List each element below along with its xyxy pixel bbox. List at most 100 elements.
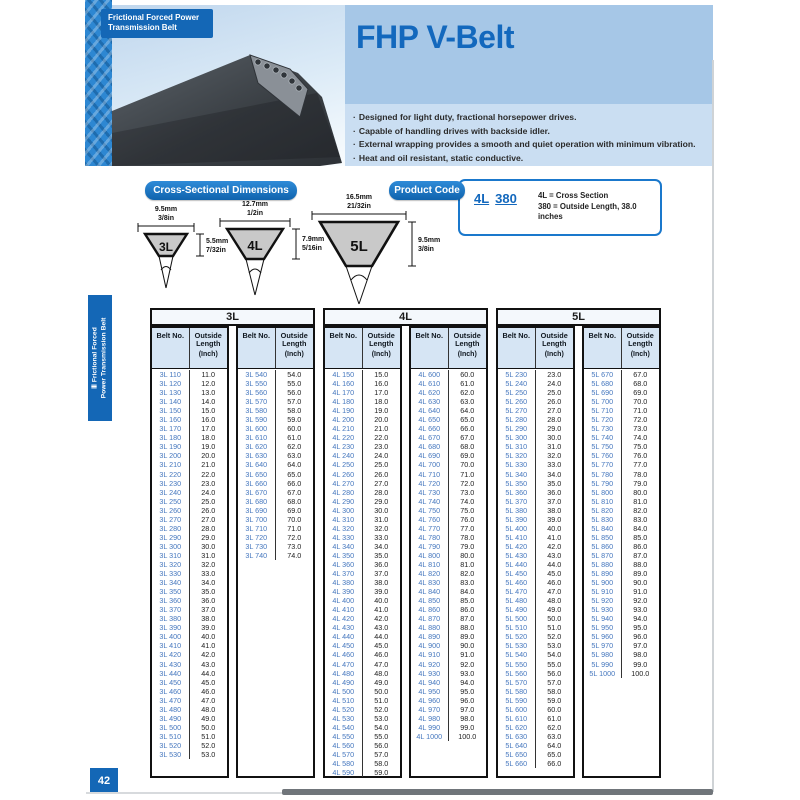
table-row: 4L 230 23.0 [325, 442, 400, 452]
table-row: 3L 710 71.0 [238, 523, 313, 533]
table-row: 5L 410 41.0 [498, 532, 573, 542]
table-row: 3L 360 36.0 [152, 596, 227, 606]
table-row: 4L 400 40.0 [325, 596, 400, 606]
table-row: 5L 980 98.0 [584, 650, 659, 660]
table-row: 3L 430 43.0 [152, 659, 227, 669]
belt-no-cell: 5L 870 [584, 550, 622, 560]
outside-length-cell: 51.0 [374, 695, 389, 705]
outside-length-cell: 25.0 [374, 460, 389, 470]
belt-no-cell: 4L 760 [411, 514, 449, 524]
outside-length-cell: 54.0 [547, 650, 562, 660]
table-row: 4L 790 79.0 [411, 541, 486, 551]
col-header-outside-length: Outside Length [367, 331, 395, 349]
table-row: 4L 920 92.0 [411, 659, 486, 669]
belt-no-cell: 4L 310 [325, 514, 363, 524]
belt-no-cell: 4L 400 [325, 596, 363, 606]
belt-no-cell: 5L 970 [584, 641, 622, 651]
table-row: 4L 610 61.0 [411, 379, 486, 389]
belt-no-cell: 4L 230 [325, 442, 363, 452]
table-row: 4L 450 45.0 [325, 641, 400, 651]
belt-no-cell: 3L 720 [238, 532, 276, 542]
table-row: 5L 670 67.0 [584, 370, 659, 380]
belt-no-cell: 4L 340 [325, 541, 363, 551]
table-row: 3L 460 46.0 [152, 686, 227, 696]
outside-length-cell: 27.0 [201, 514, 216, 524]
belt-no-cell: 3L 160 [152, 415, 190, 425]
table-row: 3L 670 67.0 [238, 487, 313, 497]
table-row: 3L 330 33.0 [152, 569, 227, 579]
belt-no-cell: 4L 920 [411, 659, 449, 669]
belt-no-cell: 3L 460 [152, 686, 190, 696]
col-header-unit: (Inch) [198, 351, 218, 359]
belt-no-cell: 4L 440 [325, 632, 363, 642]
table-row: 5L 260 26.0 [498, 397, 573, 407]
bullet-icon: · [353, 152, 356, 163]
outside-length-cell: 89.0 [460, 632, 475, 642]
belt-no-cell: 3L 570 [238, 397, 276, 407]
outside-length-cell: 34.0 [201, 578, 216, 588]
belt-no-cell: 4L 780 [411, 532, 449, 542]
feature-bullet: · External wrapping provides a smooth and… [353, 139, 696, 149]
belt-no-cell: 5L 900 [584, 578, 622, 588]
table-row: 3L 540 54.0 [238, 370, 313, 380]
belt-no-cell: 4L 840 [411, 587, 449, 597]
table-row: 4L 870 87.0 [411, 614, 486, 624]
table-row: 4L 990 99.0 [411, 722, 486, 732]
outside-length-cell: 29.0 [547, 424, 562, 434]
title-banner: FHP V-Belt [345, 5, 713, 104]
outside-length-cell: 31.0 [374, 514, 389, 524]
outside-length-cell: 47.0 [201, 695, 216, 705]
outside-length-cell: 13.0 [201, 388, 216, 398]
belt-no-cell: 3L 130 [152, 388, 190, 398]
outside-length-cell: 46.0 [547, 578, 562, 588]
table-row: 3L 680 68.0 [238, 496, 313, 506]
table-row: 3L 150 15.0 [152, 406, 227, 416]
outside-length-cell: 39.0 [547, 514, 562, 524]
belt-no-cell: 5L 500 [498, 614, 536, 624]
table-row: 4L 630 63.0 [411, 397, 486, 407]
belt-no-cell: 5L 320 [498, 451, 536, 461]
outside-length-cell: 100.0 [631, 668, 650, 678]
table-row: 4L 890 89.0 [411, 632, 486, 642]
belt-no-cell: 3L 110 [152, 370, 190, 380]
outside-length-cell: 73.0 [287, 541, 302, 551]
belt-no-cell: 3L 550 [238, 379, 276, 389]
table-row: 4L 700 70.0 [411, 460, 486, 470]
outside-length-cell: 86.0 [633, 541, 648, 551]
table-row: 4L 720 72.0 [411, 478, 486, 488]
belt-no-cell: 5L 390 [498, 514, 536, 524]
table-row: 4L 950 95.0 [411, 686, 486, 696]
outside-length-cell: 52.0 [547, 632, 562, 642]
outside-length-cell: 83.0 [460, 578, 475, 588]
table-row: 3L 730 73.0 [238, 541, 313, 551]
belt-no-cell: 4L 320 [325, 523, 363, 533]
belt-no-cell: 3L 580 [238, 406, 276, 416]
outside-length-cell: 60.0 [287, 424, 302, 434]
outside-length-cell: 57.0 [547, 677, 562, 687]
belt-no-cell: 5L 460 [498, 578, 536, 588]
belt-no-cell: 5L 520 [498, 632, 536, 642]
outside-length-cell: 69.0 [287, 505, 302, 515]
table-row: 5L 900 90.0 [584, 578, 659, 588]
belt-no-cell: 3L 480 [152, 704, 190, 714]
belt-no-cell: 4L 500 [325, 686, 363, 696]
profile-4l-label: 4L [247, 238, 262, 253]
outside-length-cell: 37.0 [201, 605, 216, 615]
outside-length-cell: 22.0 [201, 469, 216, 479]
outside-length-cell: 73.0 [633, 424, 648, 434]
belt-no-cell: 3L 420 [152, 650, 190, 660]
belt-no-cell: 4L 880 [411, 623, 449, 633]
table-row: 5L 490 49.0 [498, 605, 573, 615]
outside-length-cell: 54.0 [374, 722, 389, 732]
outside-length-cell: 32.0 [374, 523, 389, 533]
table-row: 5L 390 39.0 [498, 514, 573, 524]
table-row: 5L 1000 100.0 [584, 668, 659, 678]
table-row: 4L 150 15.0 [325, 370, 400, 380]
table-row: 4L 1000 100.0 [411, 731, 486, 741]
outside-length-cell: 43.0 [201, 659, 216, 669]
table-row: 3L 440 44.0 [152, 668, 227, 678]
table-row: 5L 970 97.0 [584, 641, 659, 651]
table-row: 4L 710 71.0 [411, 469, 486, 479]
outside-length-cell: 63.0 [460, 397, 475, 407]
outside-length-cell: 77.0 [633, 460, 648, 470]
